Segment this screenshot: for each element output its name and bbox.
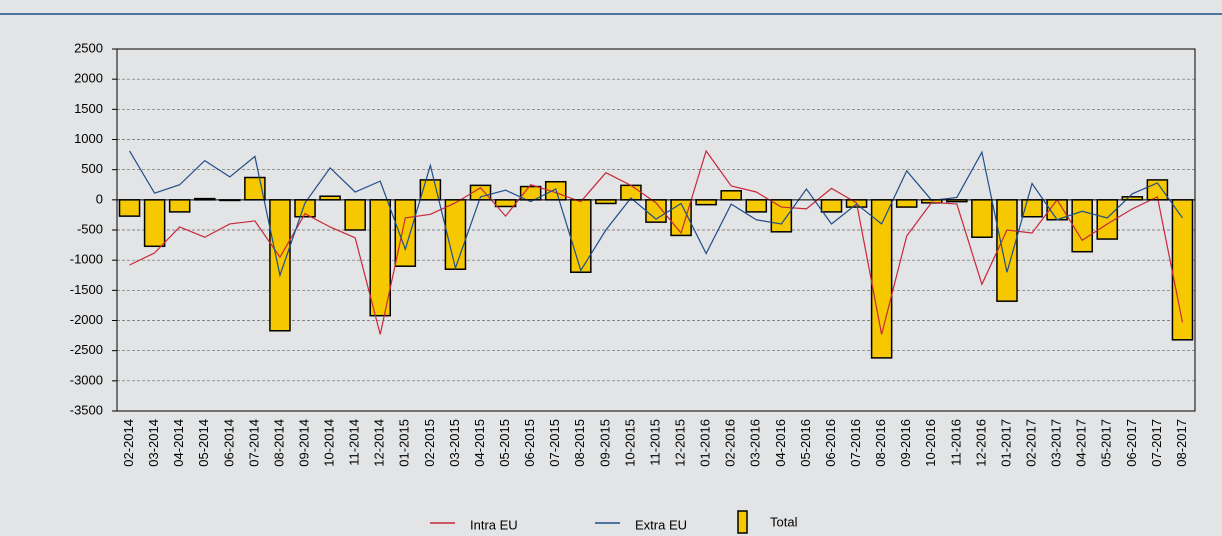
bar <box>720 190 742 201</box>
x-tick-label: 03-2017 <box>1049 419 1064 467</box>
bar <box>895 199 918 208</box>
x-tick-label: 11-2015 <box>647 419 662 466</box>
x-tick-label: 12-2015 <box>673 419 688 467</box>
y-tick-label: -500 <box>77 221 103 236</box>
legend-swatch <box>737 510 748 534</box>
x-tick-label: 10-2015 <box>622 419 637 467</box>
y-tick-label: -2000 <box>70 312 103 327</box>
x-tick-label: 07-2017 <box>1149 419 1164 467</box>
y-tick-label: 2000 <box>74 71 103 86</box>
x-tick-label: 08-2015 <box>572 419 587 467</box>
bar <box>143 199 166 248</box>
bar <box>394 199 417 267</box>
y-tick-label: -3500 <box>70 402 103 417</box>
plot-frame <box>116 48 1196 412</box>
x-tick-label: 07-2014 <box>246 419 261 467</box>
y-tick-label: 0 <box>96 191 103 206</box>
x-tick-label: 10-2016 <box>923 419 938 467</box>
x-tick-label: 03-2015 <box>447 419 462 467</box>
line <box>129 150 1183 278</box>
x-tick-label: 03-2014 <box>146 419 161 467</box>
bar <box>695 199 717 206</box>
bar <box>570 199 592 273</box>
legend-label: Intra EU <box>470 517 518 532</box>
y-tick-label: -1500 <box>70 282 103 297</box>
y-tick-label: 500 <box>81 161 103 176</box>
x-tick-label: 12-2016 <box>973 419 988 467</box>
y-tick-label: 1000 <box>74 131 103 146</box>
bar <box>344 199 366 231</box>
bar <box>971 199 993 238</box>
bar <box>118 199 141 217</box>
line <box>129 149 1184 335</box>
bar <box>168 199 191 213</box>
bar <box>269 199 291 332</box>
x-tick-label: 01-2015 <box>397 419 412 467</box>
x-tick-label: 09-2016 <box>898 419 913 467</box>
y-tick-label: -2500 <box>70 342 103 357</box>
y-tick-label: -1000 <box>70 252 103 267</box>
bar <box>820 199 843 213</box>
x-tick-label: 08-2017 <box>1174 419 1189 467</box>
bar <box>319 195 341 201</box>
y-tick-label: 1500 <box>74 101 103 116</box>
x-tick-label: 06-2015 <box>522 419 537 467</box>
x-tick-label: 04-2014 <box>171 419 186 467</box>
x-tick-label: 04-2015 <box>472 419 487 467</box>
x-tick-label: 02-2016 <box>723 419 738 467</box>
x-tick-label: 02-2017 <box>1023 419 1038 467</box>
bar <box>745 199 768 213</box>
x-tick-label: 11-2016 <box>948 419 963 466</box>
bar <box>770 199 793 233</box>
x-tick-label: 09-2015 <box>597 419 612 467</box>
legend-label: Total <box>770 514 798 529</box>
bar <box>494 199 517 208</box>
x-tick-label: 02-2015 <box>422 419 437 467</box>
x-tick-label: 05-2014 <box>196 419 211 467</box>
x-tick-label: 02-2014 <box>121 419 136 467</box>
y-tick-label: 2500 <box>74 40 103 55</box>
bar <box>369 199 392 317</box>
x-tick-label: 11-2014 <box>347 419 362 466</box>
x-tick-label: 12-2014 <box>372 419 387 467</box>
bar <box>1171 199 1194 341</box>
bar <box>444 199 467 270</box>
x-tick-label: 03-2016 <box>748 419 763 467</box>
x-tick-label: 08-2016 <box>873 419 888 467</box>
x-tick-label: 05-2015 <box>497 419 512 467</box>
bar <box>595 199 617 205</box>
x-tick-label: 05-2017 <box>1099 419 1114 467</box>
x-tick-label: 06-2016 <box>823 419 838 467</box>
x-tick-label: 05-2016 <box>798 419 813 467</box>
legend-label: Extra EU <box>635 517 687 532</box>
bar <box>996 199 1018 302</box>
x-tick-label: 04-2017 <box>1074 419 1089 467</box>
bar <box>1071 199 1093 253</box>
x-tick-label: 01-2016 <box>698 419 713 467</box>
x-tick-label: 06-2017 <box>1124 419 1139 467</box>
x-tick-label: 10-2014 <box>322 419 337 467</box>
x-tick-label: 06-2014 <box>221 419 236 467</box>
x-tick-label: 07-2015 <box>547 419 562 467</box>
y-tick-label: -3000 <box>70 372 103 387</box>
x-tick-label: 04-2016 <box>773 419 788 467</box>
x-tick-label: 07-2016 <box>848 419 863 467</box>
x-tick-label: 01-2017 <box>998 419 1013 467</box>
x-tick-label: 09-2014 <box>296 419 311 467</box>
x-tick-label: 08-2014 <box>271 419 286 467</box>
